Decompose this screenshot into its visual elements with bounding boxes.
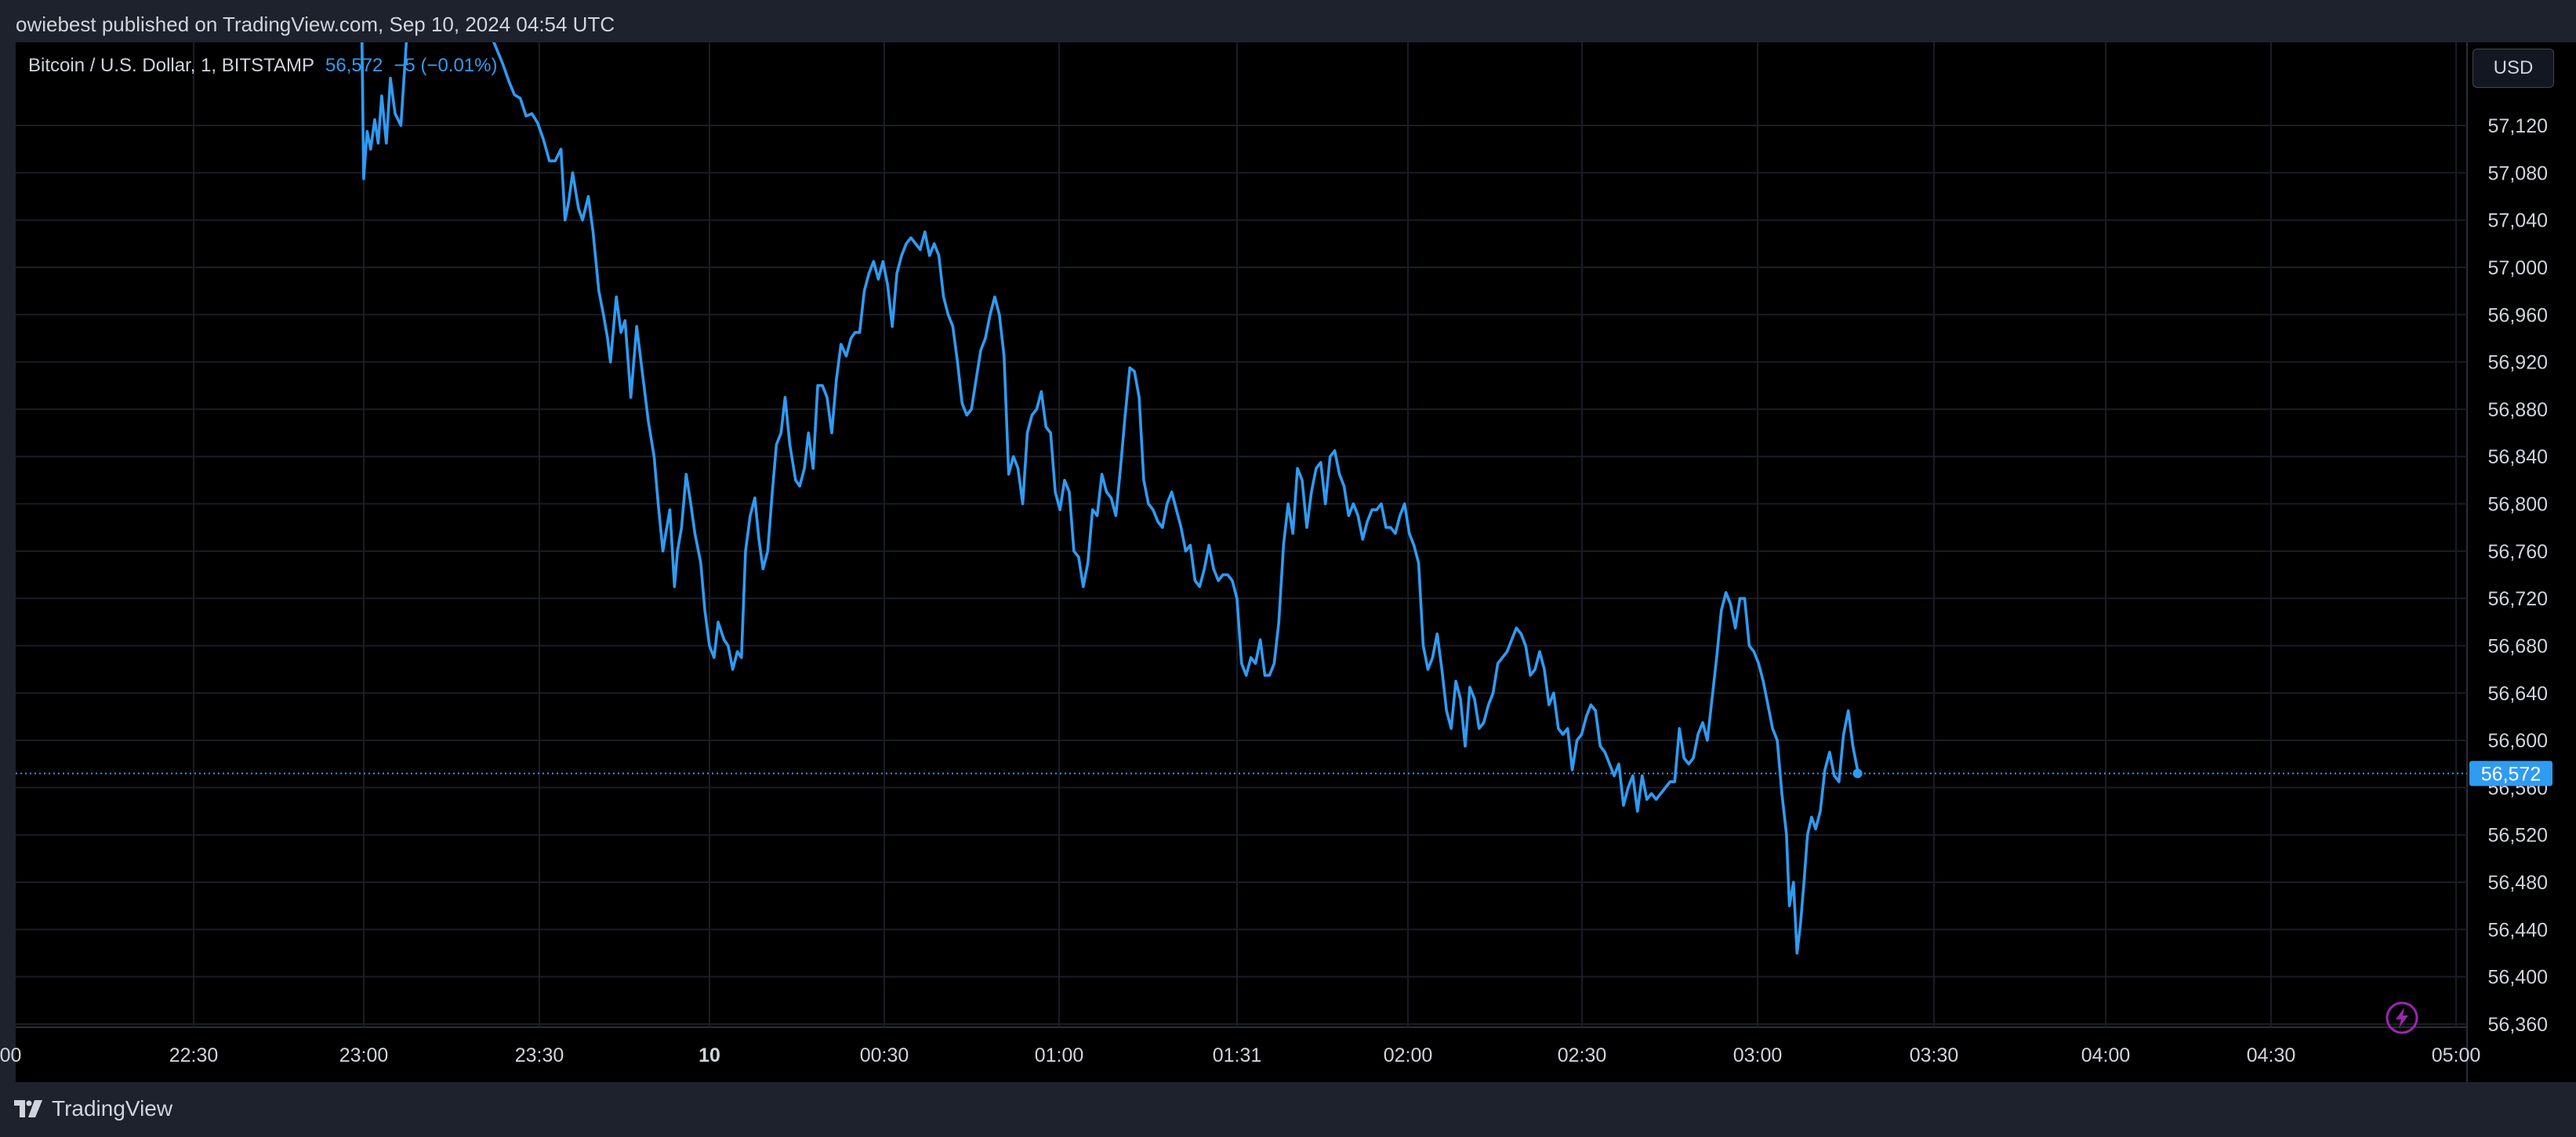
x-tick-label: 22:30 [169,1044,219,1066]
last-price-label: 56,572 [2469,761,2552,786]
price-chart[interactable]: 57,120 57,080 57,040 57,000 56,960 56,920 56,8… [0,0,2576,1082]
publish-info-bar: owiebest published on TradingView.com, S… [0,0,2576,42]
chart-area[interactable]: 57,120 57,080 57,040 57,000 56,960 56,920 56,8… [0,0,2576,1082]
x-tick-label: 10 [698,1044,720,1066]
currency-button[interactable]: USD [2473,49,2554,88]
legend-change: −5 (−0.01%) [394,55,498,76]
x-tick-label: 02:00 [1384,1044,1433,1066]
y-tick-label: 56,480 [2488,872,2548,894]
y-tick-label: 57,120 [2488,115,2548,137]
x-tick-label: 03:30 [1910,1044,1959,1066]
y-tick-label: 56,880 [2488,399,2548,421]
y-tick-label: 56,960 [2488,304,2548,326]
y-tick-label: 56,720 [2488,588,2548,610]
brand-name: TradingView [52,1096,173,1121]
y-tick-label: 56,520 [2488,825,2548,847]
y-tick-label: 56,400 [2488,967,2548,989]
symbol-legend[interactable]: Bitcoin / U.S. Dollar, 1, BITSTAMP 56,57… [28,55,498,77]
y-tick-label: 56,840 [2488,446,2548,468]
x-tick-label: 04:00 [2081,1044,2131,1066]
x-tick-label: 01:31 [1213,1044,1262,1066]
footer-bar: TradingView [0,1082,2576,1137]
time-scale-background [16,1027,2576,1082]
last-price-dot [1852,768,1863,779]
x-tick-label: 23:30 [515,1044,564,1066]
y-tick-label: 56,600 [2488,730,2548,752]
y-tick-label: 57,040 [2488,210,2548,232]
lightning-icon[interactable] [2385,1001,2419,1035]
y-tick-label: 57,000 [2488,257,2548,279]
x-tick-label: 05:00 [2432,1044,2481,1066]
x-tick-label: 04:30 [2247,1044,2296,1066]
y-tick-label: 56,800 [2488,494,2548,516]
publish-info-text: owiebest published on TradingView.com, S… [16,13,615,36]
x-tick-label: 01:00 [1035,1044,1084,1066]
y-tick-label: 56,760 [2488,541,2548,563]
x-tick-label: 23:00 [339,1044,389,1066]
tradingview-logo-icon [14,1100,42,1117]
y-tick-label: 56,360 [2488,1014,2548,1036]
y-tick-label: 57,080 [2488,162,2548,184]
symbol-title[interactable]: Bitcoin / U.S. Dollar, 1, BITSTAMP [28,55,314,76]
x-tick-label: 03:00 [1733,1044,1783,1066]
y-tick-label: 56,640 [2488,683,2548,705]
last-price-label-text: 56,572 [2481,763,2541,785]
x-tick-label: 00:30 [860,1044,909,1066]
price-series-line [360,0,1859,955]
price-scale-background [2467,42,2576,1027]
x-tick-label: :00 [0,1044,21,1066]
y-tick-label: 56,680 [2488,635,2548,657]
legend-price: 56,572 [325,55,383,76]
chart-background [16,42,2467,1027]
y-tick-label: 56,440 [2488,919,2548,941]
x-tick-label: 02:30 [1558,1044,1607,1066]
y-tick-label: 56,920 [2488,352,2548,374]
tradingview-logo[interactable]: TradingView [14,1096,172,1121]
